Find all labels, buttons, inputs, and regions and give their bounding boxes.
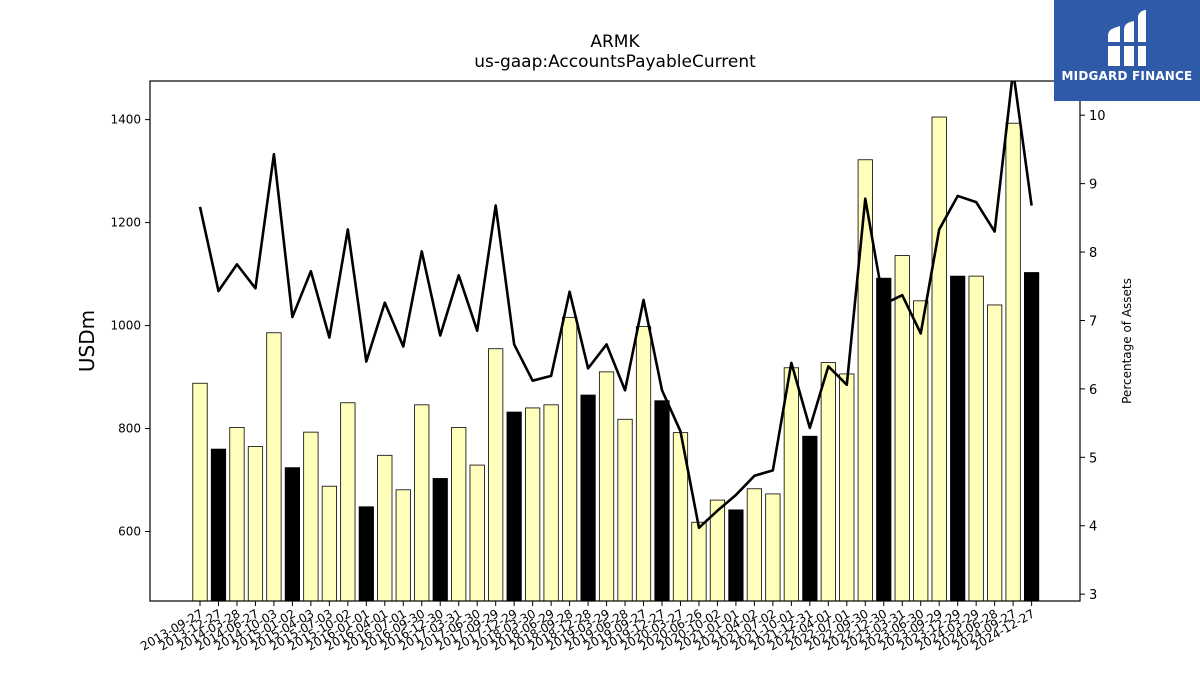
bar [802, 435, 818, 601]
bar [617, 418, 633, 601]
y2-tick-label: 9 [1089, 178, 1097, 193]
bar [377, 454, 393, 601]
bar [247, 446, 264, 601]
bar [432, 478, 448, 601]
y-tick-label: 800 [118, 422, 141, 436]
bar [765, 493, 781, 601]
bar [746, 488, 763, 601]
y-tick-label: 1000 [110, 319, 141, 333]
bar [728, 509, 744, 601]
bar [876, 277, 892, 601]
bar [931, 116, 947, 601]
bar [562, 316, 578, 601]
y2-tick-label: 6 [1089, 383, 1097, 398]
bar [395, 489, 411, 601]
bar [709, 499, 726, 601]
bar [987, 304, 1003, 601]
bar [783, 367, 799, 601]
line-series [198, 81, 1033, 530]
brand-logo: MIDGARD FINANCE [1054, 0, 1200, 101]
y2-tick-label: 10 [1089, 109, 1106, 124]
bar [580, 394, 596, 601]
bar [635, 326, 652, 601]
y2-tick-label: 8 [1089, 246, 1097, 261]
bar [1005, 122, 1021, 601]
bar [525, 407, 541, 601]
bar [839, 373, 855, 601]
bar [469, 464, 485, 601]
bar [340, 402, 356, 601]
bar [488, 348, 504, 601]
bar [913, 300, 929, 601]
bar [506, 411, 522, 601]
bar [414, 404, 430, 601]
bar [820, 362, 836, 601]
bar [266, 332, 282, 601]
bar [192, 382, 208, 601]
bar [950, 275, 966, 601]
bar [654, 400, 670, 601]
plot-frame [149, 80, 1081, 602]
bar [210, 448, 227, 601]
bar [321, 485, 337, 601]
y2-tick-label: 4 [1089, 520, 1097, 535]
bar [894, 255, 910, 601]
chart-title: ARMK [590, 32, 640, 52]
chart-subtitle: us-gaap:AccountsPayableCurrent [474, 52, 756, 72]
bars-group [192, 116, 1040, 601]
y-tick-label: 1400 [110, 113, 141, 127]
bar [598, 371, 615, 601]
y2-axis-label: Percentage of Assets [1120, 278, 1134, 404]
bar [857, 159, 873, 601]
bar [358, 506, 374, 601]
y2-tick-label: 7 [1089, 314, 1097, 329]
bar [229, 427, 245, 601]
line-group [198, 81, 1033, 530]
bar [1024, 272, 1040, 601]
bar [451, 427, 467, 601]
y-axis-label: USDm [75, 310, 99, 372]
logo-text: MIDGARD FINANCE [1061, 69, 1193, 83]
logo-mark-icon [1106, 10, 1148, 66]
y2-tick-label: 3 [1089, 588, 1097, 603]
y2-tick-label: 5 [1089, 451, 1097, 466]
y-tick-label: 1200 [110, 216, 141, 230]
bar [691, 521, 707, 601]
bar [543, 404, 559, 601]
bar [303, 431, 319, 601]
y-tick-label: 600 [118, 524, 141, 538]
bar [968, 275, 984, 601]
bar [284, 467, 301, 601]
